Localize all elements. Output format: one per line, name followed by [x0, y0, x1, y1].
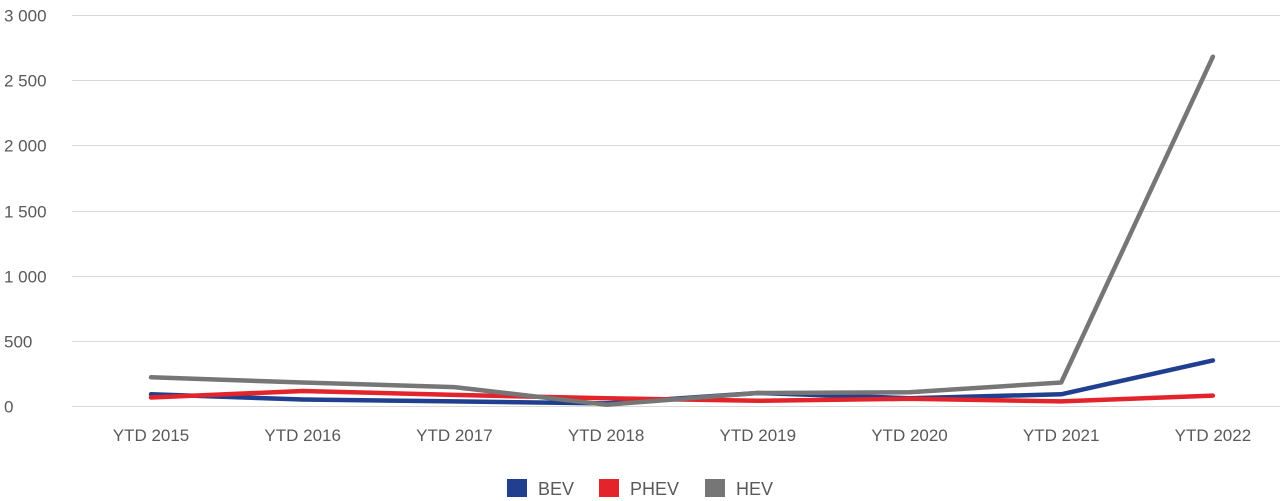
- x-tick-label: YTD 2015: [113, 426, 190, 445]
- x-tick-label: YTD 2016: [264, 426, 341, 445]
- legend-swatch: [705, 479, 725, 497]
- series-line-hev: [148, 54, 1216, 407]
- x-tick-label: YTD 2018: [568, 426, 645, 445]
- legend-swatch: [599, 479, 619, 497]
- y-tick-label: 1 500: [4, 203, 47, 222]
- legend-label: HEV: [736, 479, 773, 499]
- x-tick-label: YTD 2022: [1175, 426, 1252, 445]
- x-tick-label: YTD 2019: [720, 426, 797, 445]
- legend-label: PHEV: [630, 479, 679, 499]
- y-tick-label: 2 500: [4, 72, 47, 91]
- legend-swatch: [507, 479, 527, 497]
- x-axis-ticks: YTD 2015 YTD 2016 YTD 2017 YTD 2018 YTD 2019…: [113, 426, 1251, 445]
- y-tick-label: 1 000: [4, 268, 47, 287]
- gridlines: [72, 15, 1280, 407]
- y-tick-label: 500: [4, 333, 32, 352]
- legend-item-phev: PHEV: [599, 479, 679, 499]
- y-tick-label: 3 000: [4, 7, 47, 26]
- legend-item-bev: BEV: [507, 479, 574, 499]
- series-lines: [148, 54, 1216, 407]
- legend-label: BEV: [538, 479, 574, 499]
- x-tick-label: YTD 2017: [416, 426, 493, 445]
- y-tick-label: 2 000: [4, 137, 47, 156]
- x-tick-label: YTD 2020: [871, 426, 948, 445]
- y-tick-label: 0: [4, 398, 13, 417]
- legend: BEV PHEV HEV: [507, 479, 773, 499]
- y-axis-ticks: 0 500 1 000 1 500 2 000 2 500 3 000: [4, 7, 47, 417]
- legend-item-hev: HEV: [705, 479, 773, 499]
- x-tick-label: YTD 2021: [1023, 426, 1100, 445]
